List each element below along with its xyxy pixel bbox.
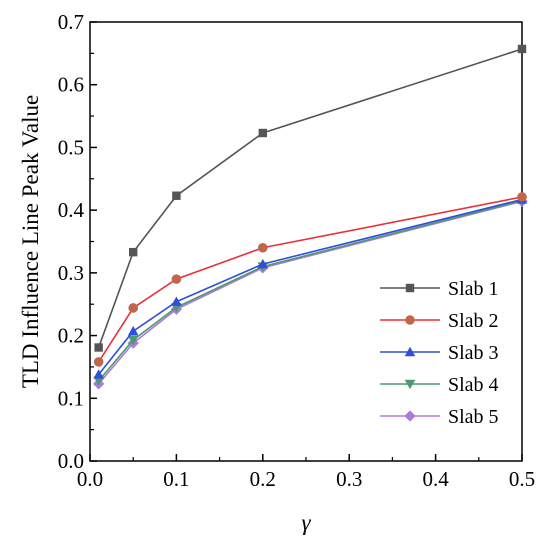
legend-marker bbox=[404, 379, 416, 390]
legend-marker bbox=[405, 283, 415, 293]
legend-item: Slab 5 bbox=[380, 406, 499, 428]
data-point bbox=[172, 191, 181, 200]
legend-item: Slab 3 bbox=[380, 342, 499, 364]
legend-item: Slab 1 bbox=[380, 278, 499, 300]
legend-label: Slab 4 bbox=[448, 374, 499, 396]
y-axis-label: TLD Influence Line Peak Value bbox=[18, 95, 43, 388]
data-point bbox=[258, 242, 268, 253]
legend-marker bbox=[404, 410, 416, 422]
x-tick-label: 0.5 bbox=[509, 467, 535, 491]
y-tick-label: 0.2 bbox=[58, 324, 84, 348]
legend-item: Slab 4 bbox=[380, 374, 499, 396]
series-slab-2 bbox=[93, 192, 527, 367]
series-slab-1 bbox=[94, 44, 527, 352]
x-tick-label: 0.4 bbox=[422, 467, 449, 491]
y-tick-label: 0.0 bbox=[58, 449, 84, 473]
x-tick-label: 0.2 bbox=[250, 467, 276, 491]
x-tick-label: 0.3 bbox=[336, 467, 362, 491]
data-point bbox=[257, 258, 269, 269]
legend-label: Slab 2 bbox=[448, 310, 499, 332]
data-point bbox=[128, 303, 138, 313]
series-slab-3 bbox=[93, 194, 528, 379]
y-tick-label: 0.4 bbox=[58, 198, 85, 222]
legend-label: Slab 1 bbox=[448, 278, 499, 300]
x-axis-label: γ bbox=[301, 510, 311, 535]
legend: Slab 1 Slab 2 Slab 3 Slab 4 Slab 5 bbox=[380, 278, 499, 428]
x-tick-label: 0.1 bbox=[163, 467, 189, 491]
legend-item: Slab 2 bbox=[380, 310, 499, 332]
y-tick-label: 0.3 bbox=[58, 261, 84, 285]
series-line bbox=[97, 48, 523, 348]
y-tick-label: 0.5 bbox=[58, 135, 84, 159]
y-axis-ticks: 0.0 0.1 0.2 0.3 0.4 0.5 0.6 0.7 bbox=[58, 10, 97, 473]
y-tick-label: 0.6 bbox=[58, 73, 84, 97]
y-tick-label: 0.1 bbox=[58, 386, 84, 410]
data-point bbox=[129, 247, 138, 257]
data-point bbox=[171, 296, 182, 306]
legend-label: Slab 3 bbox=[448, 342, 499, 364]
data-point bbox=[258, 128, 267, 138]
data-point bbox=[127, 335, 139, 346]
data-point bbox=[93, 369, 104, 379]
data-point bbox=[127, 325, 139, 336]
data-point bbox=[171, 274, 182, 284]
legend-marker bbox=[404, 346, 416, 357]
legend-marker bbox=[405, 315, 415, 325]
data-point bbox=[93, 357, 104, 367]
data-point bbox=[93, 376, 104, 386]
x-axis-ticks: 0.0 0.1 0.2 0.3 0.4 0.5 bbox=[77, 454, 535, 491]
x-tick-label: 0.0 bbox=[77, 467, 103, 491]
data-point bbox=[517, 192, 527, 202]
data-point bbox=[94, 343, 103, 352]
y-tick-label: 0.7 bbox=[58, 10, 84, 34]
legend-label: Slab 5 bbox=[448, 406, 499, 428]
series-layer bbox=[92, 44, 528, 390]
data-point bbox=[517, 44, 527, 54]
